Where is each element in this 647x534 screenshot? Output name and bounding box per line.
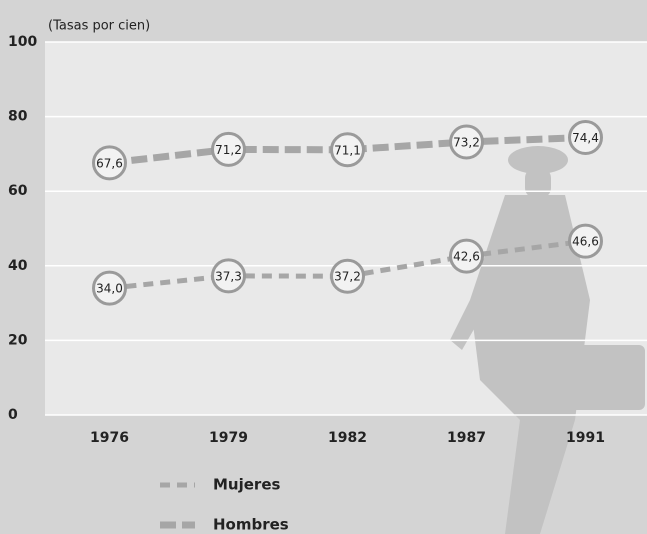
value-label: 71,2 — [215, 143, 242, 157]
value-label: 34,0 — [96, 282, 123, 296]
legend-label: Hombres — [213, 516, 289, 534]
series-line — [109, 133, 586, 167]
x-tick-label: 1982 — [328, 430, 367, 446]
y-tick-label: 60 — [8, 183, 28, 199]
y-axis-label: (Tasas por cien) — [48, 19, 150, 34]
point-marker — [92, 270, 127, 306]
x-tick-label: 1976 — [90, 430, 129, 446]
value-label: 37,2 — [334, 270, 361, 284]
point-marker — [92, 145, 127, 181]
silhouette — [450, 146, 645, 534]
y-tick-label: 80 — [8, 109, 28, 125]
x-tick-label: 1991 — [566, 430, 605, 446]
x-tick-label: 1979 — [209, 430, 248, 446]
point-marker — [449, 238, 484, 274]
point-marker — [211, 258, 246, 294]
value-label: 46,6 — [572, 235, 599, 249]
x-tick-label: 1987 — [447, 430, 486, 446]
y-tick-label: 100 — [8, 34, 37, 50]
value-label: 37,3 — [215, 269, 242, 283]
point-marker — [449, 124, 484, 160]
y-tick-label: 0 — [8, 407, 18, 423]
value-label: 74,4 — [572, 131, 599, 145]
point-marker — [568, 223, 603, 259]
point-marker — [568, 119, 603, 155]
value-label: 71,1 — [334, 143, 361, 157]
value-label: 73,2 — [453, 135, 480, 149]
y-tick-label: 20 — [8, 332, 28, 348]
point-marker — [330, 258, 365, 294]
value-label: 67,6 — [96, 156, 123, 170]
legend-label: Mujeres — [213, 476, 280, 494]
point-marker — [330, 132, 365, 168]
value-label: 42,6 — [453, 250, 480, 264]
point-marker — [211, 131, 246, 167]
y-tick-label: 40 — [8, 258, 28, 274]
